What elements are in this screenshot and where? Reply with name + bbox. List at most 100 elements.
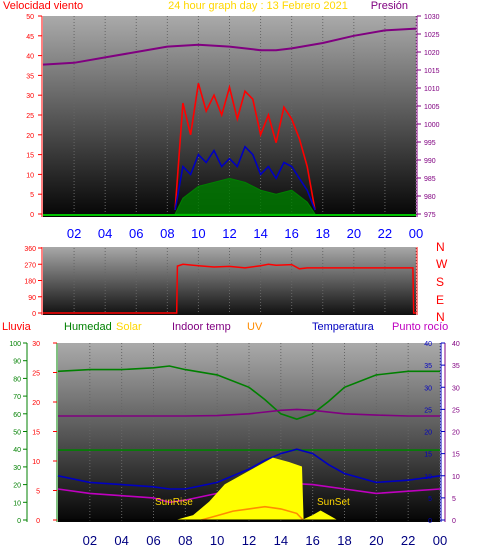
temp-tick-label: 5 [428,496,432,503]
dir-tick-label: 360 [24,246,36,253]
rain-tick-label: 40 [13,447,21,454]
x-tick-label: 14 [274,533,288,548]
right-tick-label: 975 [424,212,436,219]
x-tick-label: 04 [114,533,128,548]
right-tick-label: 1000 [424,122,440,129]
right-tick-label: 1005 [424,104,440,111]
left-tick-label: 15 [26,153,34,160]
x-tick-label: 10 [210,533,224,548]
temp-tick-label: 40 [424,341,432,348]
humidity-line [57,365,440,420]
right-tick-label: 995 [424,140,436,147]
uv-line [201,505,304,521]
x-tick-label: 20 [369,533,383,548]
dewpoint-tick-label: 10 [452,474,460,481]
dewpoint-tick-label: 20 [452,430,460,437]
dewpoint-tick-label: 0 [452,518,456,525]
right-tick-label: 1010 [424,86,440,93]
x-tick-label: 20 [347,226,361,241]
secondary-tick-label: 30 [32,341,40,348]
temp-tick-label: 25 [424,407,432,414]
secondary-tick-label: 0 [36,518,40,525]
x-tick-label: 06 [129,226,143,241]
left-tick-label: 25 [26,113,34,120]
left-tick-label: 40 [26,54,34,61]
x-tick-label: 12 [222,226,236,241]
panel-2-series [43,263,416,314]
indoor-temp-label: Indoor temp [172,321,231,333]
sunset-label: SunSet [317,497,350,508]
rain-tick-label: 50 [13,430,21,437]
dewpoint-tick-label: 15 [452,452,460,459]
rain-tick-label: 30 [13,465,21,472]
panel-1-left-ticks: 0 5 10 15 20 25 30 35 40 45 50 [26,14,42,219]
rain-label: Lluvia [2,321,32,333]
uv-label: UV [247,321,263,333]
x-tick-label: 08 [160,226,174,241]
secondary-tick-label: 15 [32,430,40,437]
x-tick-label: 04 [98,226,112,241]
rain-tick-label: 0 [17,518,21,525]
chart-title: 24 hour graph day : 13 Febrero 2021 [168,0,348,12]
temp-tick-label: 10 [424,474,432,481]
right-tick-label: 985 [424,176,436,183]
x-tick-label: 00 [433,533,447,548]
dewpoint-tick-label: 30 [452,385,460,392]
rain-tick-label: 60 [13,412,21,419]
temperature-label: Temperatura [312,321,375,333]
x-tick-label: 06 [146,533,160,548]
x-tick-label: 14 [253,226,267,241]
secondary-tick-label: 25 [32,371,40,378]
compass-label: S [436,275,444,289]
temp-tick-label: 0 [428,518,432,525]
left-tick-label: 35 [26,73,34,80]
temp-tick-label: 20 [424,430,432,437]
secondary-ticks: 0 5 10 15 20 25 30 [32,341,57,525]
left-tick-label: 10 [26,172,34,179]
indoor-line [58,408,440,417]
dewpoint-tick-label: 40 [452,341,460,348]
wind-average-line [174,145,316,211]
rain-tick-label: 70 [13,394,21,401]
wind-gust-line [174,83,316,211]
left-tick-label: 20 [26,133,34,140]
dir-tick-label: 0 [32,311,36,318]
temp-tick-label: 15 [424,452,432,459]
rain-tick-label: 90 [13,359,21,366]
temp-tick-label: 30 [424,385,432,392]
left-tick-label: 30 [26,93,34,100]
temp-tick-label: 35 [424,363,432,370]
compass-label: W [436,257,448,271]
panel-2-grid [73,248,417,313]
left-tick-label: 0 [30,212,34,219]
temperature-line [57,448,441,490]
x-tick-label: 22 [401,533,415,548]
temperature-ticks: 0 0 5 5 10 10 15 15 20 20 25 25 30 30 35 35 40 40 [424,341,460,525]
x-tick-label: 18 [316,226,330,241]
dewpoint-tick-label: 25 [452,407,460,414]
rain-tick-label: 20 [13,483,21,490]
x-tick-label: 16 [284,226,298,241]
secondary-tick-label: 10 [32,459,40,466]
compass-label: N [436,240,445,254]
humidity-label: Humedad [64,321,112,333]
dewpoint-tick-label: 5 [452,496,456,503]
sunrise-label: SunRise [155,497,193,508]
secondary-tick-label: 5 [36,489,40,496]
dir-tick-label: 180 [24,279,36,286]
x-tick-label: 02 [83,533,97,548]
pressure-label: Presión [371,0,408,12]
right-tick-label: 1015 [424,68,440,75]
panel-3-series [57,365,441,521]
right-tick-label: 980 [424,194,436,201]
right-tick-label: 1030 [424,14,440,21]
rain-tick-label: 100 [9,341,21,348]
left-tick-label: 45 [26,34,34,41]
x-tick-label: 02 [67,226,81,241]
right-tick-label: 1020 [424,50,440,57]
solar-label: Solar [116,321,142,333]
compass-label: N [436,310,445,324]
left-tick-label: 5 [30,192,34,199]
